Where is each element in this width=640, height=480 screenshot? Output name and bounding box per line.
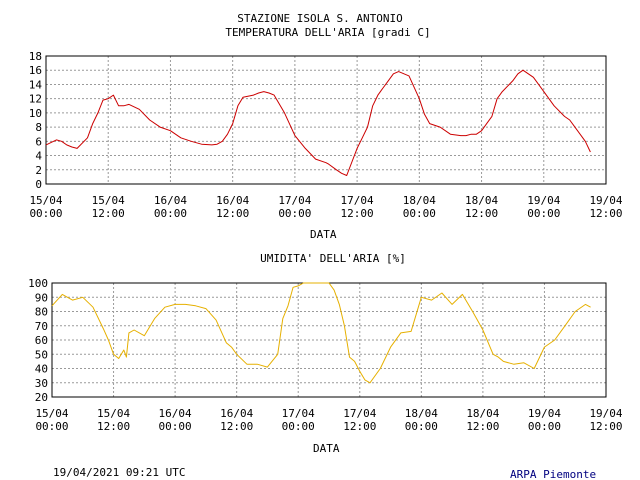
x-tick-date-label: 17/04 [278, 194, 311, 207]
x-tick-time-label: 00:00 [403, 207, 436, 220]
y-tick-label: 10 [29, 107, 42, 120]
x-tick-time-label: 12:00 [220, 420, 253, 433]
y-tick-label: 80 [35, 306, 48, 319]
x-tick-time-label: 00:00 [282, 420, 315, 433]
x-tick-time-label: 00:00 [528, 420, 561, 433]
x-tick-date-label: 18/04 [466, 407, 499, 420]
y-tick-label: 20 [35, 391, 48, 404]
y-tick-label: 70 [35, 320, 48, 333]
x-tick-date-label: 19/04 [589, 194, 622, 207]
x-tick-time-label: 00:00 [527, 207, 560, 220]
x-tick-date-label: 15/04 [35, 407, 68, 420]
y-tick-label: 14 [29, 78, 43, 91]
x-tick-time-label: 00:00 [278, 207, 311, 220]
x-tick-date-label: 17/04 [282, 407, 315, 420]
y-tick-label: 90 [35, 291, 48, 304]
x-tick-time-label: 12:00 [466, 420, 499, 433]
temperature-x-axis-label: DATA [310, 228, 337, 241]
y-tick-label: 0 [35, 178, 42, 191]
series-line [45, 69, 591, 176]
x-tick-time-label: 00:00 [405, 420, 438, 433]
x-tick-date-label: 19/04 [589, 407, 622, 420]
x-tick-date-label: 18/04 [403, 194, 436, 207]
y-tick-label: 100 [28, 277, 48, 290]
x-tick-time-label: 12:00 [465, 207, 498, 220]
x-tick-date-label: 16/04 [216, 194, 249, 207]
x-tick-date-label: 19/04 [527, 194, 560, 207]
y-tick-label: 50 [35, 348, 48, 361]
plot-frame [45, 55, 607, 185]
station-title: STAZIONE ISOLA S. ANTONIO [237, 12, 403, 25]
x-tick-date-label: 15/04 [29, 194, 62, 207]
y-tick-label: 30 [35, 377, 48, 390]
x-tick-date-label: 15/04 [92, 194, 125, 207]
y-tick-label: 8 [35, 121, 42, 134]
x-tick-date-label: 16/04 [154, 194, 187, 207]
x-tick-time-label: 12:00 [216, 207, 249, 220]
y-tick-label: 60 [35, 334, 48, 347]
y-tick-label: 12 [29, 93, 42, 106]
footer-timestamp: 19/04/2021 09:21 UTC [53, 466, 186, 479]
grid [51, 282, 607, 398]
y-tick-label: 18 [29, 50, 42, 63]
x-tick-date-label: 16/04 [220, 407, 253, 420]
x-tick-date-label: 16/04 [159, 407, 192, 420]
x-tick-time-label: 12:00 [589, 420, 622, 433]
humidity-chart-title: UMIDITA' DELL'ARIA [%] [260, 252, 406, 265]
x-tick-date-label: 17/04 [341, 194, 374, 207]
x-tick-time-label: 12:00 [343, 420, 376, 433]
x-tick-time-label: 12:00 [589, 207, 622, 220]
x-tick-time-label: 00:00 [35, 420, 68, 433]
y-tick-label: 16 [29, 64, 42, 77]
y-tick-label: 4 [35, 150, 42, 163]
y-tick-label: 6 [35, 135, 42, 148]
x-tick-time-label: 12:00 [97, 420, 130, 433]
temperature-chart-title: TEMPERATURA DELL'ARIA [gradi C] [225, 26, 431, 39]
x-tick-date-label: 15/04 [97, 407, 130, 420]
x-tick-date-label: 17/04 [343, 407, 376, 420]
y-tick-label: 40 [35, 363, 48, 376]
x-tick-time-label: 00:00 [29, 207, 62, 220]
x-tick-time-label: 12:00 [341, 207, 374, 220]
x-tick-date-label: 18/04 [465, 194, 498, 207]
x-tick-time-label: 12:00 [92, 207, 125, 220]
footer-brand: ARPA Piemonte [510, 468, 597, 480]
series-line [51, 282, 591, 384]
x-tick-time-label: 00:00 [154, 207, 187, 220]
humidity-x-axis-label: DATA [313, 442, 340, 455]
y-tick-label: 2 [35, 164, 42, 177]
x-tick-date-label: 19/04 [528, 407, 561, 420]
x-tick-time-label: 00:00 [159, 420, 192, 433]
x-tick-date-label: 18/04 [405, 407, 438, 420]
